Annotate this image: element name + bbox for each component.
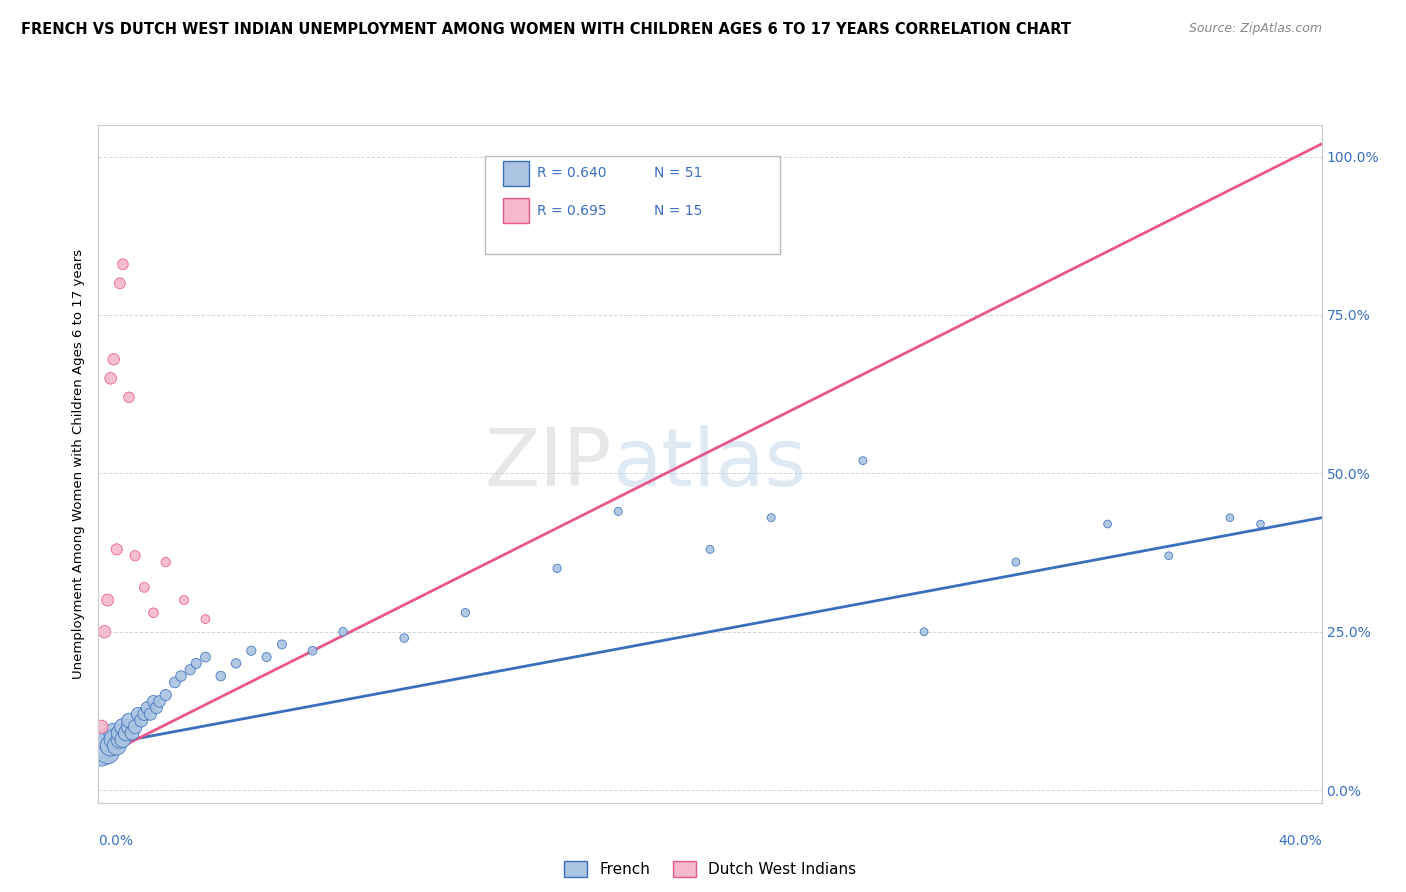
Point	[155, 688, 177, 702]
Point	[163, 675, 186, 690]
Point	[108, 277, 131, 291]
Text: Source: ZipAtlas.com: Source: ZipAtlas.com	[1188, 22, 1322, 36]
Point	[194, 650, 217, 665]
Point	[454, 606, 477, 620]
Point	[115, 726, 138, 740]
Point	[97, 593, 120, 607]
Point	[100, 739, 122, 753]
Point	[111, 257, 134, 271]
Point	[186, 657, 208, 671]
Point	[142, 606, 165, 620]
Text: FRENCH VS DUTCH WEST INDIAN UNEMPLOYMENT AMONG WOMEN WITH CHILDREN AGES 6 TO 17 : FRENCH VS DUTCH WEST INDIAN UNEMPLOYMENT…	[21, 22, 1071, 37]
Point	[118, 720, 141, 734]
Point	[97, 745, 120, 759]
Point	[103, 726, 125, 740]
Point	[1219, 510, 1241, 524]
Point	[90, 745, 112, 759]
Point	[118, 390, 141, 404]
Point	[759, 510, 782, 524]
Point	[1249, 516, 1271, 531]
Point	[332, 624, 354, 639]
Point	[1157, 549, 1180, 563]
Point	[127, 707, 149, 722]
Point	[100, 371, 122, 385]
Point	[546, 561, 568, 575]
Point	[240, 644, 263, 658]
Point	[912, 624, 935, 639]
Legend: French, Dutch West Indians: French, Dutch West Indians	[558, 855, 862, 883]
Point	[392, 631, 416, 645]
Point	[225, 657, 247, 671]
Point	[142, 694, 165, 708]
Text: 0.0%: 0.0%	[98, 834, 134, 848]
Point	[149, 694, 172, 708]
Point	[301, 644, 323, 658]
Point	[90, 720, 112, 734]
Point	[1004, 555, 1026, 569]
Point	[124, 720, 146, 734]
Point	[145, 700, 167, 714]
Point	[93, 624, 115, 639]
Point	[256, 650, 278, 665]
Point	[97, 732, 120, 747]
Point	[134, 707, 156, 722]
Point	[108, 726, 131, 740]
Point	[1097, 516, 1119, 531]
Text: R = 0.695: R = 0.695	[537, 203, 607, 218]
Point	[173, 593, 195, 607]
Point	[194, 612, 217, 626]
Point	[209, 669, 232, 683]
Text: N = 51: N = 51	[654, 166, 702, 180]
Point	[139, 707, 162, 722]
Point	[852, 453, 875, 467]
Text: ZIP: ZIP	[485, 425, 612, 503]
Point	[170, 669, 193, 683]
Point	[134, 581, 156, 595]
Text: 40.0%: 40.0%	[1278, 834, 1322, 848]
Point	[607, 504, 630, 518]
Point	[124, 549, 146, 563]
Text: R = 0.640: R = 0.640	[537, 166, 606, 180]
Point	[108, 732, 131, 747]
Point	[179, 663, 201, 677]
Point	[93, 739, 115, 753]
Point	[118, 714, 141, 728]
Point	[111, 732, 134, 747]
Point	[129, 714, 152, 728]
Y-axis label: Unemployment Among Women with Children Ages 6 to 17 years: Unemployment Among Women with Children A…	[72, 249, 86, 679]
Point	[155, 555, 177, 569]
Point	[103, 352, 125, 367]
Point	[699, 542, 721, 557]
Point	[105, 739, 128, 753]
Point	[270, 637, 292, 651]
Point	[111, 720, 134, 734]
Point	[121, 726, 143, 740]
Text: atlas: atlas	[612, 425, 807, 503]
Point	[103, 732, 125, 747]
Point	[105, 542, 128, 557]
Point	[136, 700, 159, 714]
Text: N = 15: N = 15	[654, 203, 702, 218]
